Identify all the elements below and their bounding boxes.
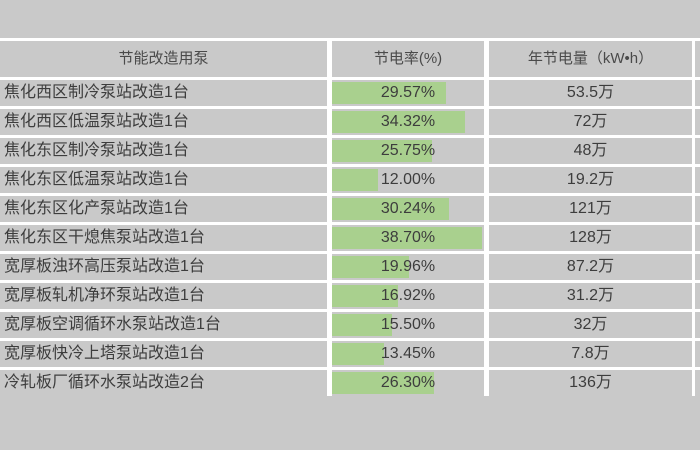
saving-rate-cell: 38.70% (332, 225, 489, 251)
saving-rate-value: 26.30% (380, 374, 436, 391)
saving-rate-cell: 29.57% (332, 80, 489, 106)
saving-rate-data-bar (332, 285, 398, 307)
annual-saving-cell: 87.2万 (489, 254, 695, 280)
saving-rate-value: 16.92% (380, 287, 436, 304)
saving-rate-cell: 34.32% (332, 109, 489, 135)
saving-rate-data-bar (332, 111, 465, 133)
saving-rate-data-bar (332, 140, 432, 162)
annual-saving-cell: 128万 (489, 225, 695, 251)
saving-rate-cell: 16.92% (332, 283, 489, 309)
column-header-power-saving-rate: 节电率(%) (332, 41, 489, 77)
table-row: 宽厚板快冷上塔泵站改造1台 13.45% 7.8万 (0, 341, 700, 370)
saving-rate-cell: 25.75% (332, 138, 489, 164)
annual-saving-cell: 48万 (489, 138, 695, 164)
saving-rate-cell: 19.96% (332, 254, 489, 280)
pump-name-cell: 焦化东区化产泵站改造1台 (0, 196, 332, 222)
saving-rate-value: 12.00% (380, 171, 436, 188)
saving-rate-data-bar (332, 314, 392, 336)
annual-saving-cell: 136万 (489, 370, 695, 396)
table-row: 宽厚板轧机净环泵站改造1台 16.92% 31.2万 (0, 283, 700, 312)
annual-saving-cell: 31.2万 (489, 283, 695, 309)
saving-rate-data-bar (332, 256, 410, 278)
saving-rate-value: 15.50% (380, 316, 436, 333)
table-header-row: 节能改造用泵 节电率(%) 年节电量（kW•h） (0, 38, 700, 80)
saving-rate-value: 30.24% (380, 200, 436, 217)
pump-name-cell: 宽厚板轧机净环泵站改造1台 (0, 283, 332, 309)
saving-rate-data-bar (332, 372, 434, 394)
table-row: 宽厚板空调循环水泵站改造1台 15.50% 32万 (0, 312, 700, 341)
saving-rate-cell: 26.30% (332, 370, 489, 396)
saving-rate-value: 19.96% (380, 258, 436, 275)
pump-name-cell: 宽厚板浊环高压泵站改造1台 (0, 254, 332, 280)
saving-rate-cell: 15.50% (332, 312, 489, 338)
table-row: 焦化东区化产泵站改造1台 30.24% 121万 (0, 196, 700, 225)
saving-rate-value: 38.70% (380, 229, 436, 246)
pump-name-cell: 宽厚板快冷上塔泵站改造1台 (0, 341, 332, 367)
pump-name-cell: 焦化东区制冷泵站改造1台 (0, 138, 332, 164)
column-header-annual-power-saving: 年节电量（kW•h） (489, 41, 695, 77)
pump-name-cell: 焦化东区低温泵站改造1台 (0, 167, 332, 193)
saving-rate-data-bar (332, 198, 449, 220)
pump-name-cell: 焦化西区制冷泵站改造1台 (0, 80, 332, 106)
column-header-pump-name: 节能改造用泵 (0, 41, 332, 77)
saving-rate-value: 13.45% (380, 345, 436, 362)
table-row: 焦化西区低温泵站改造1台 34.32% 72万 (0, 109, 700, 138)
pump-name-cell: 冷轧板厂循环水泵站改造2台 (0, 370, 332, 396)
annual-saving-cell: 32万 (489, 312, 695, 338)
saving-rate-data-bar (332, 82, 447, 104)
annual-saving-cell: 19.2万 (489, 167, 695, 193)
saving-rate-value: 25.75% (380, 142, 436, 159)
pump-name-cell: 焦化西区低温泵站改造1台 (0, 109, 332, 135)
saving-rate-cell: 13.45% (332, 341, 489, 367)
annual-saving-cell: 121万 (489, 196, 695, 222)
saving-rate-value: 34.32% (380, 113, 436, 130)
table-row: 焦化西区制冷泵站改造1台 29.57% 53.5万 (0, 80, 700, 109)
annual-saving-cell: 53.5万 (489, 80, 695, 106)
table-row: 焦化东区制冷泵站改造1台 25.75% 48万 (0, 138, 700, 167)
saving-rate-data-bar (332, 169, 379, 191)
saving-rate-cell: 30.24% (332, 196, 489, 222)
table-body: 焦化西区制冷泵站改造1台 29.57% 53.5万 焦化西区低温泵站改造1台 3… (0, 80, 700, 396)
table-row: 焦化东区低温泵站改造1台 12.00% 19.2万 (0, 167, 700, 196)
pump-name-cell: 焦化东区干熄焦泵站改造1台 (0, 225, 332, 251)
saving-rate-value: 29.57% (380, 84, 436, 101)
annual-saving-cell: 7.8万 (489, 341, 695, 367)
saving-rate-data-bar (332, 343, 384, 365)
table-row: 焦化东区干熄焦泵站改造1台 38.70% 128万 (0, 225, 700, 254)
annual-saving-cell: 72万 (489, 109, 695, 135)
saving-rate-data-bar (332, 227, 482, 249)
pump-name-cell: 宽厚板空调循环水泵站改造1台 (0, 312, 332, 338)
saving-rate-cell: 12.00% (332, 167, 489, 193)
energy-saving-pump-table: 节能改造用泵 节电率(%) 年节电量（kW•h） 焦化西区制冷泵站改造1台 29… (0, 38, 700, 396)
table-row: 宽厚板浊环高压泵站改造1台 19.96% 87.2万 (0, 254, 700, 283)
table-row: 冷轧板厂循环水泵站改造2台 26.30% 136万 (0, 370, 700, 396)
